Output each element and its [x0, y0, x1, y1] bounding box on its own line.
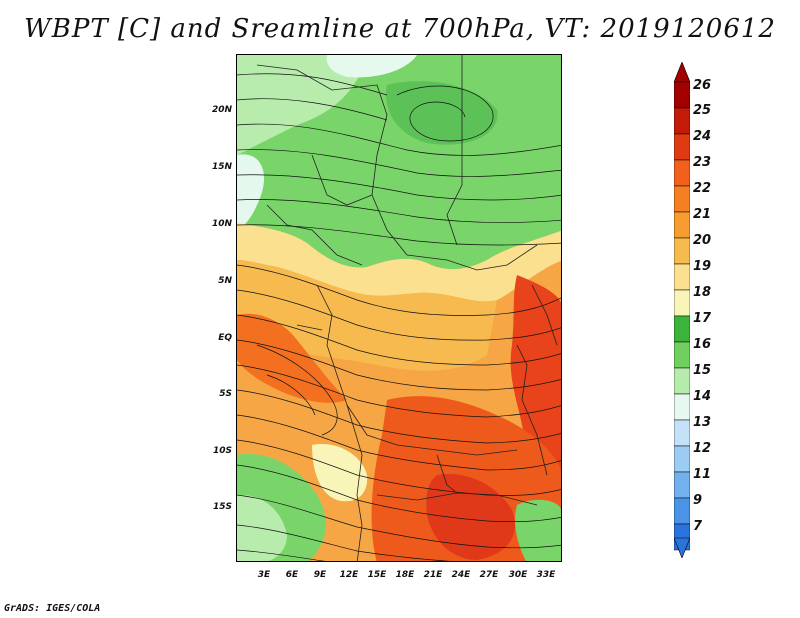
- colorbar-label-20: 20: [693, 233, 712, 248]
- lon-label-12e: 12E: [339, 570, 359, 580]
- colorbar-segment: [674, 211, 690, 239]
- field-green-cyclone: [386, 81, 498, 145]
- colorbar-segment: [674, 315, 690, 343]
- colorbar-segment: [674, 81, 690, 109]
- field-green-southeast: [515, 499, 561, 561]
- colorbar-label-9: 9: [693, 493, 703, 508]
- colorbar-segment: [674, 497, 690, 525]
- field-yellow-band: [237, 223, 561, 302]
- colorbar-label-17: 17: [693, 311, 712, 326]
- lon-label-33e: 33E: [536, 570, 556, 580]
- colorbar-label-11: 11: [693, 467, 712, 482]
- lon-label-21e: 21E: [423, 570, 443, 580]
- colorbar-top-triangle: [674, 62, 690, 83]
- colorbar-segment: [674, 419, 690, 447]
- colorbar-label-13: 13: [693, 415, 712, 430]
- colorbar-segment: [674, 393, 690, 421]
- colorbar-label-24: 24: [693, 129, 712, 144]
- colorbar-label-21: 21: [693, 207, 712, 222]
- field-lightgreen-southwest: [237, 494, 287, 561]
- colorbar-segment: [674, 107, 690, 135]
- lon-label-15e: 15E: [367, 570, 387, 580]
- colorbar-segment: [674, 133, 690, 161]
- field-lightgreen-nw: [237, 55, 367, 155]
- lon-label-6e: 6E: [285, 570, 299, 580]
- field-pale-west: [237, 154, 265, 230]
- lon-label-30e: 30E: [508, 570, 528, 580]
- field-yellow-south: [312, 444, 368, 502]
- colorbar-bottom-triangle: [674, 537, 690, 558]
- field-pale-north: [326, 55, 417, 78]
- temperature-field: [237, 55, 561, 561]
- lat-label-10n: 10N: [211, 219, 232, 229]
- colorbar-segment: [674, 445, 690, 473]
- lon-label-18e: 18E: [395, 570, 415, 580]
- grads-credit: GrADS: IGES/COLA: [4, 603, 101, 614]
- lon-label-3e: 3E: [257, 570, 271, 580]
- colorbar-segment: [674, 237, 690, 265]
- colorbar-label-22: 22: [693, 181, 712, 196]
- lat-label-15n: 15N: [211, 162, 232, 172]
- lat-label-15s: 15S: [212, 502, 232, 512]
- field-lightorange: [237, 260, 497, 371]
- country-borders: [256, 55, 558, 561]
- colorbar-label-14: 14: [693, 389, 712, 404]
- colorbar-segment: [674, 367, 690, 395]
- colorbar-label-16: 16: [693, 337, 712, 352]
- map-panel: [236, 54, 562, 562]
- colorbar: [674, 62, 690, 558]
- lon-label-9e: 9E: [313, 570, 327, 580]
- colorbar-segments: [674, 81, 690, 551]
- lon-label-24e: 24E: [451, 570, 471, 580]
- field-orange-west: [237, 313, 347, 403]
- colorbar-segment: [674, 263, 690, 291]
- map-title: WBPT [C] and Sreamline at 700hPa, VT: 20…: [24, 14, 776, 44]
- field-red-east: [510, 275, 561, 474]
- colorbar-segment: [674, 185, 690, 213]
- colorbar-label-23: 23: [693, 155, 712, 170]
- colorbar-label-25: 25: [693, 103, 712, 118]
- colorbar-label-12: 12: [693, 441, 712, 456]
- lat-label-20n: 20N: [211, 105, 232, 115]
- colorbar-segment: [674, 159, 690, 187]
- lat-label-10s: 10S: [212, 446, 232, 456]
- colorbar-segment: [674, 289, 690, 317]
- lat-label-5n: 5N: [218, 276, 232, 286]
- lon-label-27e: 27E: [479, 570, 499, 580]
- colorbar-segment: [674, 471, 690, 499]
- colorbar-segment: [674, 341, 690, 369]
- colorbar-label-18: 18: [693, 285, 712, 300]
- lat-label-eq: EQ: [218, 333, 232, 343]
- lat-label-5s: 5S: [219, 389, 232, 399]
- streamlines: [237, 73, 561, 561]
- colorbar-label-15: 15: [693, 363, 712, 378]
- colorbar-label-26: 26: [693, 78, 712, 93]
- colorbar-label-19: 19: [693, 259, 712, 274]
- colorbar-label-7: 7: [693, 519, 703, 534]
